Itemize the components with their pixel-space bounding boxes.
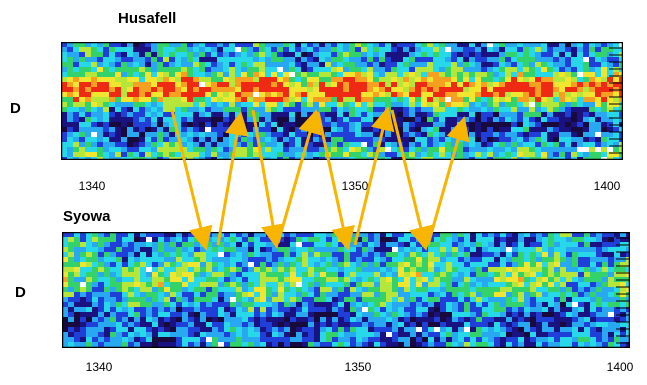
bottom-axis-tick-1400: 1400 [606, 360, 634, 374]
top-axis-tick-1400: 1400 [593, 179, 621, 193]
bottom-panel-title: Syowa [63, 208, 111, 225]
top-axis-tick-1340: 1340 [78, 179, 106, 193]
correlation-arrow-3 [251, 109, 285, 249]
correlation-arrow-6 [353, 106, 395, 246]
top-panel-side-label: D [10, 100, 21, 117]
bottom-panel-side-label: D [15, 284, 26, 301]
top-panel-title: Husafell [118, 10, 177, 27]
correlation-arrow-1 [170, 109, 213, 251]
bottom-axis-tick-1350: 1350 [344, 360, 372, 374]
syowa-spectrogram [62, 232, 630, 348]
correlation-arrow-5 [316, 111, 355, 251]
correlation-arrow-4 [276, 109, 322, 244]
bottom-axis-tick-1340: 1340 [85, 360, 113, 374]
correlation-arrow-2 [216, 111, 249, 246]
correlation-arrow-8 [426, 116, 470, 246]
correlation-arrow-7 [390, 109, 433, 251]
top-axis-tick-1350: 1350 [341, 179, 369, 193]
